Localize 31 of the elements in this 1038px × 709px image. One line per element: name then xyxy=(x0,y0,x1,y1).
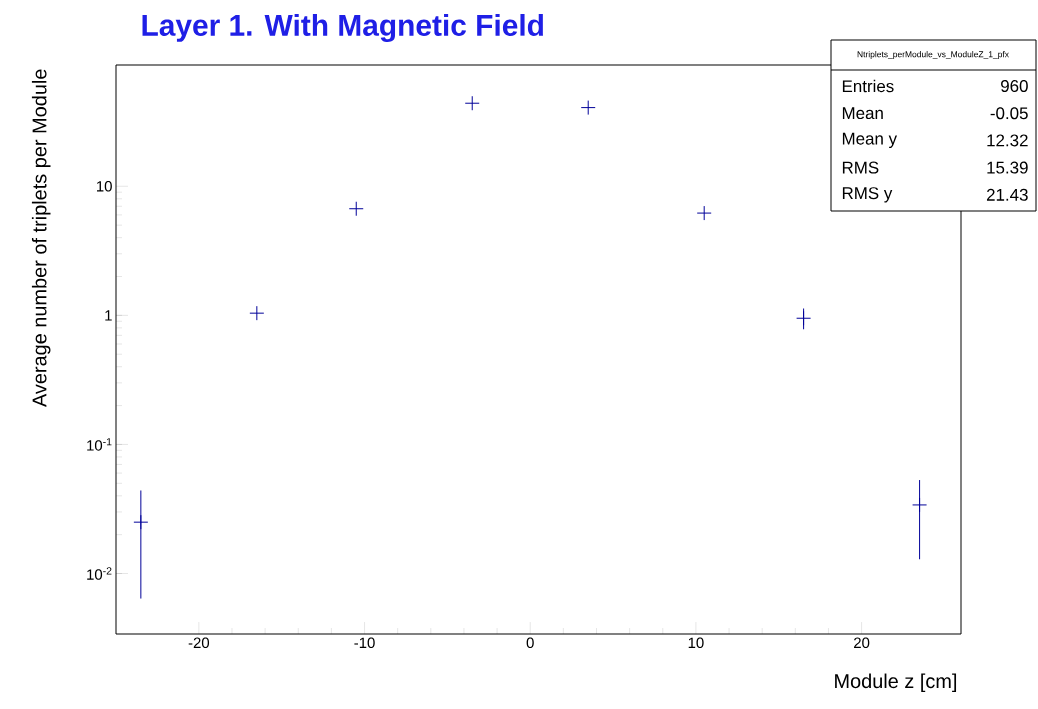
text: 21.43 xyxy=(986,188,1028,201)
text: 12.32 xyxy=(987,134,1028,147)
point xyxy=(696,205,712,221)
chart-title: Layer 1. With Magnetic Field xyxy=(142,14,543,42)
y-tick-label: 10 xyxy=(97,180,112,192)
y-tick-label: 10$^{-2}$ xyxy=(87,567,112,580)
point xyxy=(580,100,596,116)
x-tick-label: 10 xyxy=(688,637,704,649)
text: 960 xyxy=(1001,80,1028,92)
point xyxy=(796,310,812,326)
x-tick-label: 20 xyxy=(854,637,870,649)
y-axis-title: Average number of triplets per Module xyxy=(31,69,51,408)
y-tick-label: 10$^{-1}$ xyxy=(87,438,112,451)
point xyxy=(912,497,928,513)
text: 15.39 xyxy=(987,161,1028,174)
y-tick-label: 1 xyxy=(105,310,112,321)
x-tick-label: -20 xyxy=(188,637,210,649)
annotation: Mean xyxy=(842,107,883,120)
x-tick-label: 0 xyxy=(526,637,534,649)
point xyxy=(133,514,149,530)
x-tick-label: -10 xyxy=(354,637,375,649)
point xyxy=(348,201,364,217)
annotation: Entries xyxy=(842,79,894,93)
point xyxy=(249,305,265,321)
text: Ntriplets_perModule_vs_ModuleZ_1_pfx xyxy=(857,51,1009,59)
annotation: Mean y xyxy=(842,132,898,148)
point xyxy=(464,95,480,111)
annotation: RMS y xyxy=(842,187,893,203)
annotation: RMS xyxy=(842,161,879,174)
x-axis-title: Module z [cm] xyxy=(835,673,957,693)
text: -0.05 xyxy=(990,107,1028,120)
